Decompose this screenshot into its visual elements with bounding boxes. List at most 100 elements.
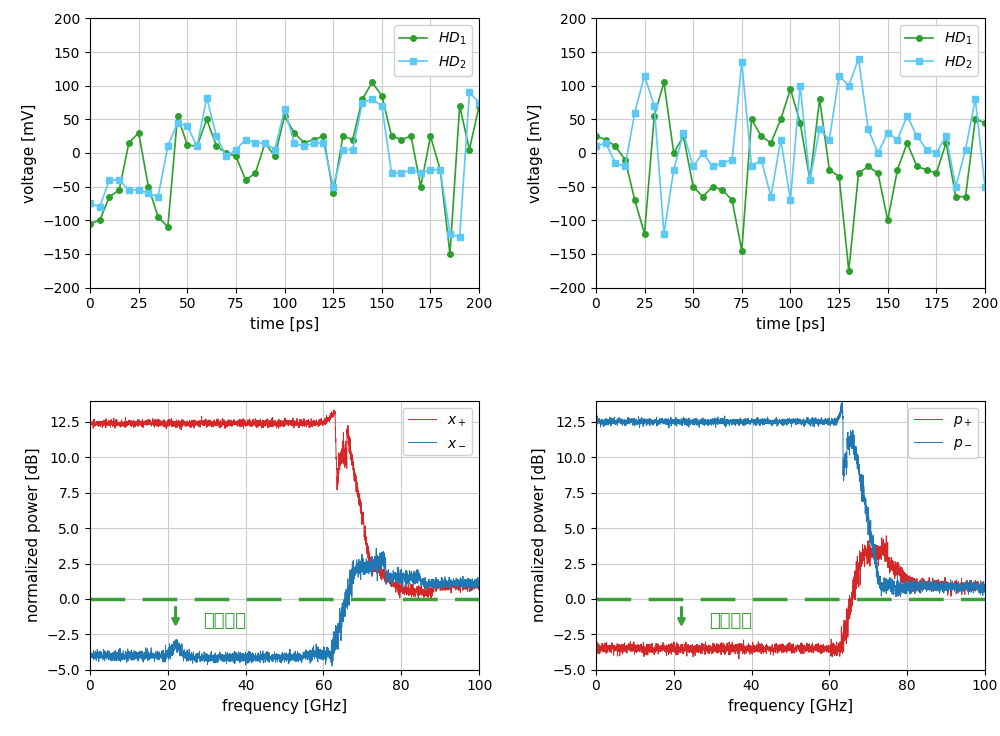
$HD_2$ xyxy=(911,132,923,141)
$HD_1$ xyxy=(454,102,466,110)
$HD_2$ xyxy=(405,166,417,174)
$HD_1$ xyxy=(308,135,320,144)
$HD_1$ xyxy=(697,192,709,201)
$HD_2$ xyxy=(308,138,320,147)
$HD_1$ xyxy=(872,169,884,177)
$HD_1$ xyxy=(862,162,874,171)
$p_-$ xyxy=(890,592,902,601)
$HD_2$ xyxy=(930,149,942,158)
$HD_1$ xyxy=(473,102,485,110)
$HD_1$ xyxy=(444,250,456,258)
$p_-$ xyxy=(634,420,646,428)
$HD_1$ xyxy=(765,138,777,147)
$HD_1$ xyxy=(269,152,281,160)
$HD_2$ xyxy=(356,98,368,107)
$HD_1$ xyxy=(833,172,845,181)
$x_-$ xyxy=(466,581,478,590)
$x_+$ xyxy=(128,421,140,430)
$HD_2$ xyxy=(269,145,281,154)
X-axis label: time [ps]: time [ps] xyxy=(250,316,319,332)
$HD_1$ xyxy=(716,185,728,194)
Text: 量子相関: 量子相関 xyxy=(709,612,752,630)
$x_+$ xyxy=(473,582,485,591)
$HD_2$ xyxy=(444,230,456,238)
$HD_1$ xyxy=(181,141,193,149)
$HD_2$ xyxy=(181,121,193,130)
$HD_1$ xyxy=(891,166,903,174)
$HD_2$ xyxy=(172,118,184,127)
$HD_1$ xyxy=(940,138,952,147)
$HD_1$ xyxy=(386,132,398,141)
Line: $HD_1$: $HD_1$ xyxy=(87,79,482,257)
$HD_1$ xyxy=(356,95,368,104)
$HD_2$ xyxy=(113,175,125,184)
$HD_2$ xyxy=(853,54,865,63)
$HD_2$ xyxy=(862,125,874,134)
$x_-$ xyxy=(326,662,338,670)
$HD_1$ xyxy=(259,138,271,147)
$HD_2$ xyxy=(707,162,719,171)
$HD_2$ xyxy=(395,169,407,177)
$HD_1$ xyxy=(279,112,291,121)
X-axis label: time [ps]: time [ps] xyxy=(756,316,825,332)
$HD_2$ xyxy=(794,81,806,90)
$HD_2$ xyxy=(415,169,427,177)
$HD_2$ xyxy=(648,102,660,110)
$HD_1$ xyxy=(249,169,261,177)
$HD_1$ xyxy=(794,118,806,127)
Legend: $HD_1$, $HD_2$: $HD_1$, $HD_2$ xyxy=(900,25,978,77)
$HD_1$ xyxy=(648,112,660,121)
$HD_2$ xyxy=(901,112,913,121)
$HD_1$ xyxy=(337,132,349,141)
Y-axis label: voltage [mV]: voltage [mV] xyxy=(22,103,37,202)
$HD_2$ xyxy=(969,95,981,104)
$HD_2$ xyxy=(716,159,728,168)
$HD_1$ xyxy=(424,132,436,141)
$HD_2$ xyxy=(882,128,894,137)
$HD_2$ xyxy=(746,162,758,171)
$HD_1$ xyxy=(162,222,174,231)
$HD_1$ xyxy=(463,145,475,154)
$HD_2$ xyxy=(687,162,699,171)
$p_+$ xyxy=(657,642,669,651)
$HD_1$ xyxy=(853,169,865,177)
$HD_1$ xyxy=(317,132,329,141)
$HD_2$ xyxy=(921,145,933,154)
$HD_2$ xyxy=(152,192,164,201)
$HD_2$ xyxy=(162,142,174,151)
$HD_2$ xyxy=(833,71,845,80)
$HD_2$ xyxy=(240,135,252,144)
$HD_1$ xyxy=(94,216,106,224)
Text: 量子相関: 量子相関 xyxy=(203,612,246,630)
$x_-$ xyxy=(250,654,262,662)
$x_+$ xyxy=(233,419,245,428)
$HD_1$ xyxy=(823,166,835,174)
$p_+$ xyxy=(739,644,751,653)
$HD_1$ xyxy=(347,135,359,144)
Y-axis label: normalized power [dB]: normalized power [dB] xyxy=(26,448,41,623)
$HD_2$ xyxy=(668,166,680,174)
$x_+$ xyxy=(328,406,340,414)
$HD_1$ xyxy=(405,132,417,141)
$HD_2$ xyxy=(765,192,777,201)
$HD_2$ xyxy=(755,155,767,164)
$HD_1$ xyxy=(814,95,826,104)
$HD_2$ xyxy=(424,166,436,174)
$HD_2$ xyxy=(249,138,261,147)
X-axis label: frequency [GHz]: frequency [GHz] xyxy=(222,699,347,714)
$HD_2$ xyxy=(386,169,398,177)
$HD_1$ xyxy=(415,183,427,191)
$HD_2$ xyxy=(940,132,952,141)
$HD_1$ xyxy=(84,219,96,228)
$HD_2$ xyxy=(784,196,796,205)
$HD_1$ xyxy=(726,196,738,205)
$HD_1$ xyxy=(677,132,689,141)
Y-axis label: normalized power [dB]: normalized power [dB] xyxy=(532,448,547,623)
$HD_2$ xyxy=(979,183,991,191)
$HD_2$ xyxy=(658,230,670,238)
$HD_1$ xyxy=(746,115,758,124)
$HD_2$ xyxy=(133,185,145,194)
$HD_2$ xyxy=(677,128,689,137)
$HD_1$ xyxy=(950,192,962,201)
$HD_2$ xyxy=(590,142,602,151)
